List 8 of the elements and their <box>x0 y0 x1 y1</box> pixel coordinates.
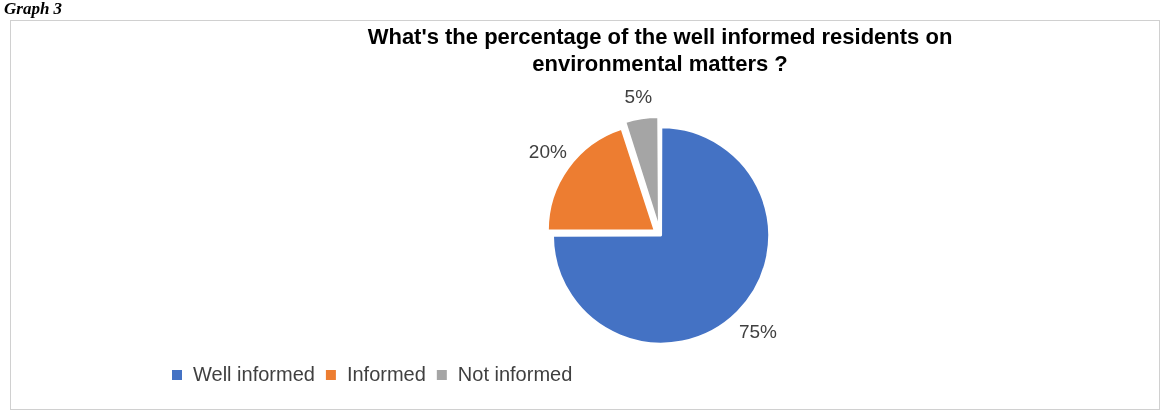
data-label: 5% <box>624 85 653 107</box>
legend-label: Not informed <box>457 362 573 385</box>
chart-title: What's the percentage of the well informed residents on environmental matters ? <box>367 24 953 76</box>
legend-label: Informed <box>346 362 426 385</box>
data-label: 75% <box>738 320 778 342</box>
caption: Graph 3 <box>4 0 63 18</box>
legend-label: Well informed <box>193 362 315 385</box>
data-label: 20% <box>528 141 567 163</box>
